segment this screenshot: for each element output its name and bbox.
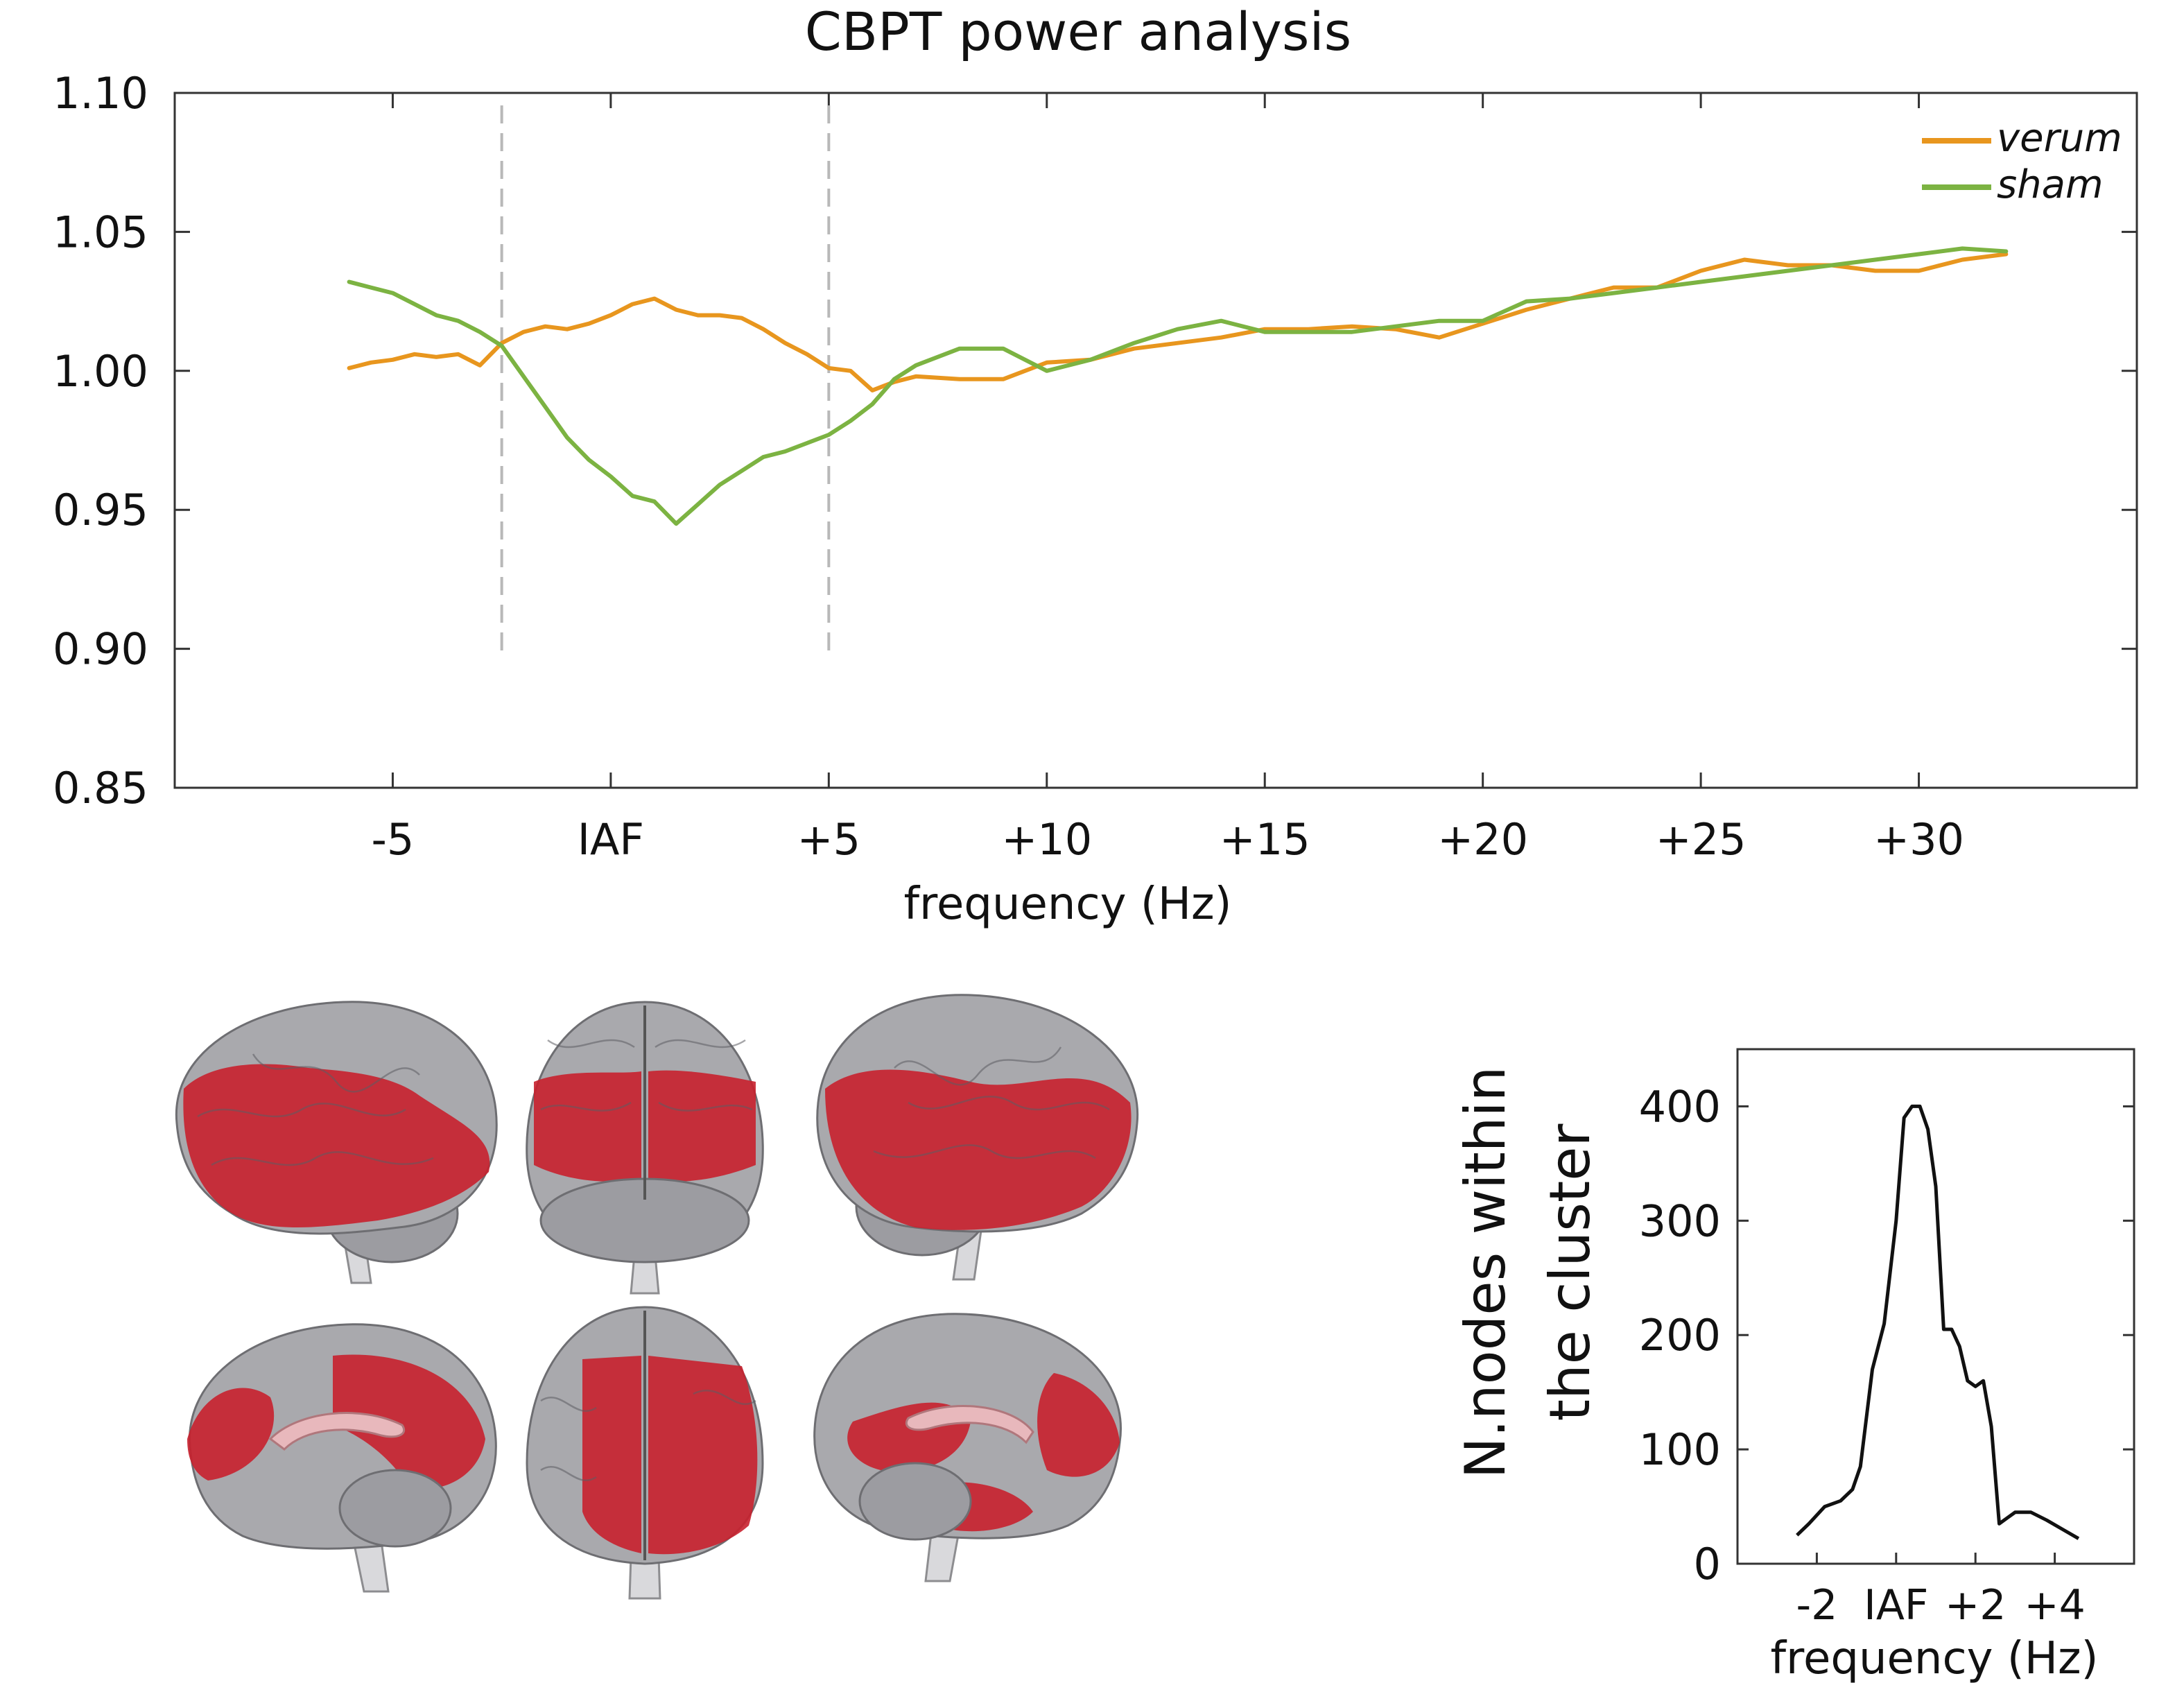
y-tick-label: 0.95 [53, 485, 148, 535]
x-tick-label: IAF [578, 814, 644, 865]
small-x-tick-labels: -2 IAF +2 +4 [1796, 1581, 2085, 1630]
y-tick-label: 0.85 [53, 763, 148, 813]
nodes-per-frequency-chart: 0 100 200 300 400 -2 IAF +2 +4 frequency (Hz) N… [1453, 1048, 2135, 1683]
small-x-tick-label: IAF [1864, 1581, 1928, 1630]
brain-left-medial [187, 1323, 497, 1593]
iaf-band-markers [500, 105, 831, 659]
plot-area-frame [173, 92, 2138, 789]
series-lines [347, 246, 2009, 526]
x-axis-label: frequency (Hz) [904, 879, 1232, 930]
y-tick-label: 1.05 [53, 207, 148, 257]
x-tick-label: +25 [1656, 814, 1747, 865]
y-tick-label: 1.00 [53, 346, 148, 397]
small-y-axis-label-line2: the cluster [1538, 1124, 1602, 1422]
small-x-tick-label: -2 [1796, 1581, 1837, 1630]
brain-posterior [526, 1001, 764, 1295]
small-plot-area-frame [1736, 1048, 2135, 1565]
brain-right-lateral [816, 994, 1139, 1281]
small-x-axis-label: frequency (Hz) [1771, 1633, 2099, 1683]
small-series-line [1796, 1104, 2080, 1540]
small-x-tick-label: +2 [1945, 1581, 2006, 1630]
small-y-tick-label: 0 [1694, 1539, 1721, 1589]
small-y-tick-labels: 0 100 200 300 400 [1639, 1081, 1721, 1589]
small-axis-ticks [1737, 1105, 2134, 1565]
x-tick-label: -5 [372, 814, 415, 865]
brain-right-medial [813, 1313, 1122, 1582]
small-y-tick-label: 300 [1639, 1196, 1721, 1246]
brain-renderings [175, 994, 1139, 1600]
legend: verum sham [1922, 116, 2122, 207]
nodes-series-line [1796, 1104, 2080, 1540]
y-tick-label: 0.90 [53, 624, 148, 675]
axis-ticks [175, 92, 2137, 789]
x-tick-label: +30 [1873, 814, 1964, 865]
x-tick-label: +5 [797, 814, 860, 865]
small-y-tick-label: 200 [1639, 1310, 1721, 1361]
legend-label-sham: sham [1997, 162, 2104, 207]
chart-title: CBPT power analysis [805, 1, 1351, 62]
brain-dorsal [526, 1306, 764, 1600]
brain-left-lateral [175, 1001, 498, 1284]
small-x-tick-label: +4 [2024, 1581, 2085, 1630]
small-y-axis-label-line1: N.nodes within [1453, 1067, 1518, 1479]
x-tick-label: +15 [1220, 814, 1310, 865]
small-y-tick-label: 100 [1639, 1424, 1721, 1475]
legend-label-verum: verum [1997, 116, 2122, 161]
x-tick-label: +20 [1437, 814, 1528, 865]
x-tick-labels: -5 IAF +5 +10 +15 +20 +25 +30 [372, 814, 1964, 865]
y-tick-labels: 0.85 0.90 0.95 1.00 1.05 1.10 [53, 68, 148, 813]
y-tick-label: 1.10 [53, 68, 148, 119]
series-verum [347, 252, 2009, 392]
power-analysis-chart: 0.85 0.90 0.95 1.00 1.05 1.10 -5 IAF +5 +10 +15 +2… [53, 68, 2138, 930]
x-tick-label: +10 [1001, 814, 1092, 865]
series-sham [347, 246, 2009, 526]
small-y-tick-label: 400 [1639, 1081, 1721, 1132]
